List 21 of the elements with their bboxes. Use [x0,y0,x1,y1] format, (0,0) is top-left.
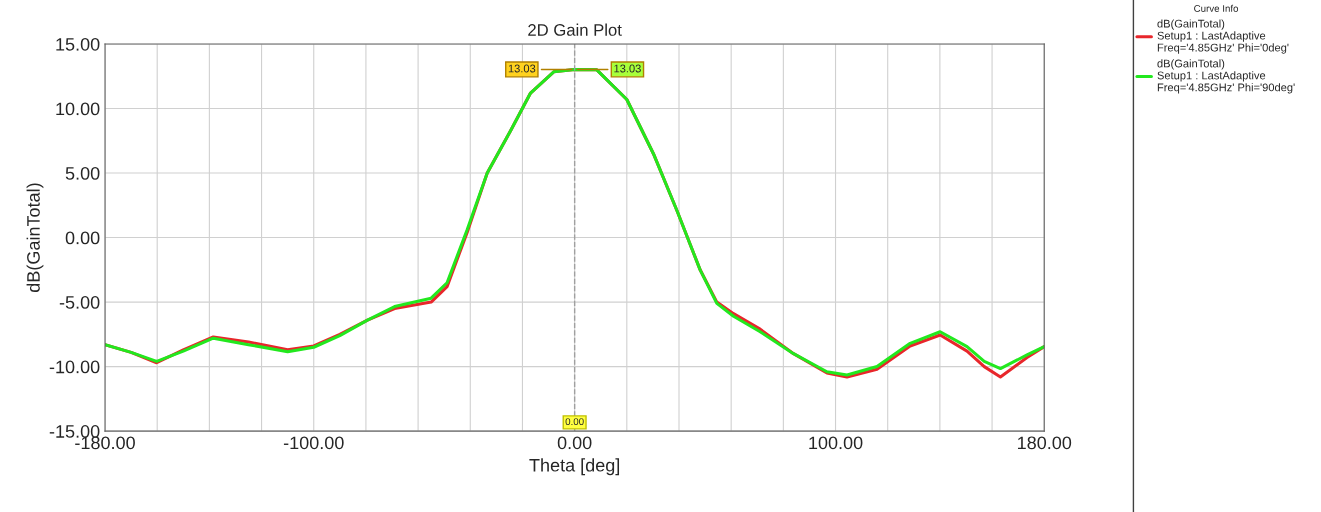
x-axis-title: Theta [deg] [529,458,620,476]
y-tick-label: -10.00 [49,360,100,374]
y-tick-label: 0.00 [65,231,100,245]
chart-title: 2D Gain Plot [528,23,622,36]
ref-line-label: 0.00 [565,418,584,426]
legend-label: dB(GainTotal) Setup1 : LastAdaptive Freq='4.85GHz' Phi='90deg' [1157,59,1295,94]
x-tick-label: 0.00 [557,436,592,450]
x-tick-label: -100.00 [283,436,344,450]
legend-title: Curve Info [1194,4,1239,12]
x-tick-label: 100.00 [809,436,863,450]
y-axis-title: dB(GainTotal) [26,183,44,292]
y-tick-label: 15.00 [56,37,100,51]
annotation: 13.03 [614,64,641,73]
y-tick-label: 5.00 [65,166,100,180]
y-tick-label: 10.00 [56,102,100,116]
y-tick-label: -15.00 [49,425,100,438]
x-tick-label: 180.00 [1018,436,1072,450]
legend-label: dB(GainTotal) Setup1 : LastAdaptive Freq='4.85GHz' Phi='0deg' [1157,19,1289,54]
annotation: 13.03 [508,64,536,73]
y-tick-label: -5.00 [59,296,100,309]
x-tick-label: -180.00 [75,436,135,450]
